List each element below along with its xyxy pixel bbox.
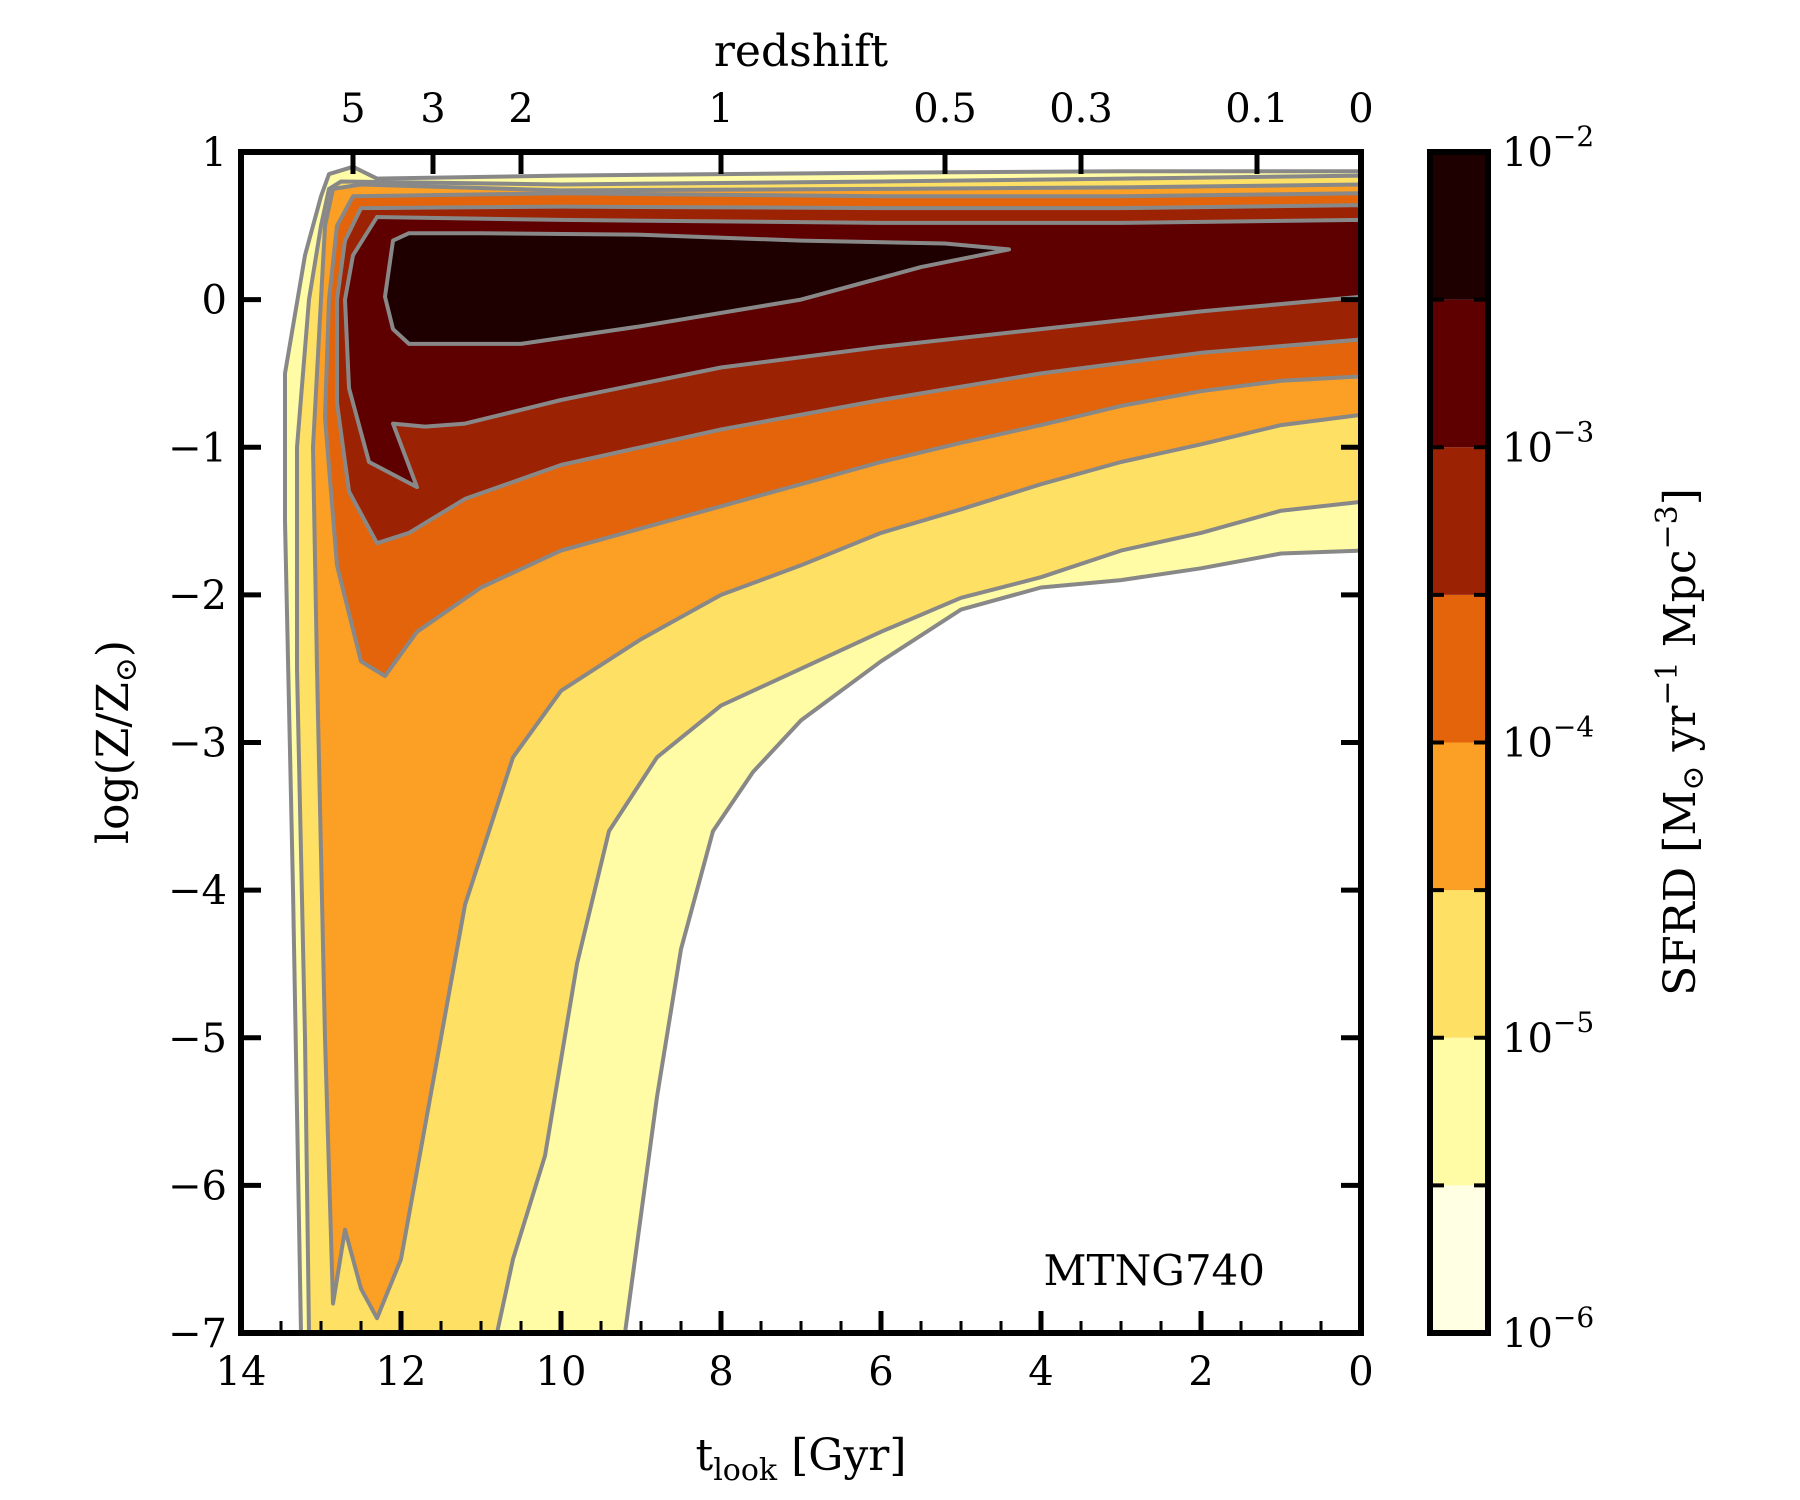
colorbar-band (1430, 890, 1488, 1038)
y-tick-label: −4 (168, 868, 227, 914)
x-tick-label: 10 (536, 1349, 587, 1395)
redshift-tick-label: 0 (1348, 86, 1373, 132)
x-axis-title: tlook [Gyr] (696, 1430, 907, 1488)
x-tick-label: 8 (708, 1349, 733, 1395)
contour-line-7 (383, 231, 1011, 346)
x-tick-labels: 14 12 10 8 6 4 2 0 (216, 1349, 1374, 1395)
colorbar-tick-label: 10−5 (1502, 1006, 1594, 1062)
x-tick-label: 4 (1028, 1349, 1053, 1395)
redshift-axis-title: redshift (714, 26, 889, 77)
colorbar-tick-labels: 10−2 10−3 10−4 10−5 10−6 (1502, 120, 1594, 1357)
redshift-tick-label: 5 (340, 86, 365, 132)
x-tick-label: 12 (376, 1349, 427, 1395)
y-tick-label: −2 (168, 573, 227, 619)
y-tick-label: −5 (168, 1016, 227, 1062)
y-tick-label: −7 (168, 1311, 227, 1357)
colorbar-band (1430, 1185, 1488, 1333)
y-tick-labels: 1 0 −1 −2 −3 −4 −5 −6 −7 (168, 130, 227, 1357)
x-tick-label: 0 (1348, 1349, 1373, 1395)
y-tick-label: −3 (168, 721, 227, 767)
contour-layer (283, 164, 1361, 1333)
y-tick-label: −1 (168, 425, 227, 471)
contour-line-6 (343, 215, 1361, 490)
x-tick-label: 6 (868, 1349, 893, 1395)
contour-line-3 (311, 182, 1361, 1321)
colorbar-tick-label: 10−4 (1502, 711, 1594, 767)
colorbar-title: SFRD [M⊙ yr−1 Mpc−3] (1650, 488, 1711, 996)
y-tick-label: −6 (168, 1163, 227, 1209)
contour-line-5 (335, 203, 1361, 546)
redshift-tick-label: 1 (708, 86, 733, 132)
contour-line-4 (323, 191, 1361, 679)
redshift-tick-label: 0.3 (1049, 86, 1113, 132)
colorbar-tick-label: 10−6 (1502, 1301, 1594, 1357)
colorbar-frame (1427, 149, 1491, 1336)
redshift-tick-labels: 5 3 2 1 0.5 0.3 0.1 0 (340, 86, 1373, 132)
colorbar-band (1430, 447, 1488, 595)
redshift-tick-label: 2 (508, 86, 533, 132)
colorbar-tick-label: 10−2 (1502, 120, 1594, 176)
contour-line-2 (295, 173, 1361, 1333)
colorbar-band (1430, 594, 1488, 743)
y-axis-title: log(Z/Z⊙) (88, 640, 144, 844)
simulation-label: MTNG740 (1044, 1246, 1265, 1295)
colorbar-band (1430, 742, 1488, 891)
colorbar-band (1430, 1037, 1488, 1186)
contour-band-7 (385, 233, 1009, 344)
redshift-tick-label: 0.5 (913, 86, 977, 132)
x-tick-label: 2 (1188, 1349, 1213, 1395)
redshift-tick-label: 3 (420, 86, 445, 132)
colorbar (1430, 150, 1488, 1335)
colorbar-band (1430, 152, 1488, 300)
colorbar-tick-label: 10−3 (1502, 415, 1594, 471)
contour-line-1 (283, 164, 1361, 1333)
redshift-tick-label: 0.1 (1225, 86, 1289, 132)
y-tick-label: 1 (202, 130, 227, 176)
y-tick-label: 0 (202, 278, 227, 324)
colorbar-band (1430, 299, 1488, 448)
axis-ticks (238, 149, 1364, 1336)
x-tick-label: 14 (216, 1349, 267, 1395)
